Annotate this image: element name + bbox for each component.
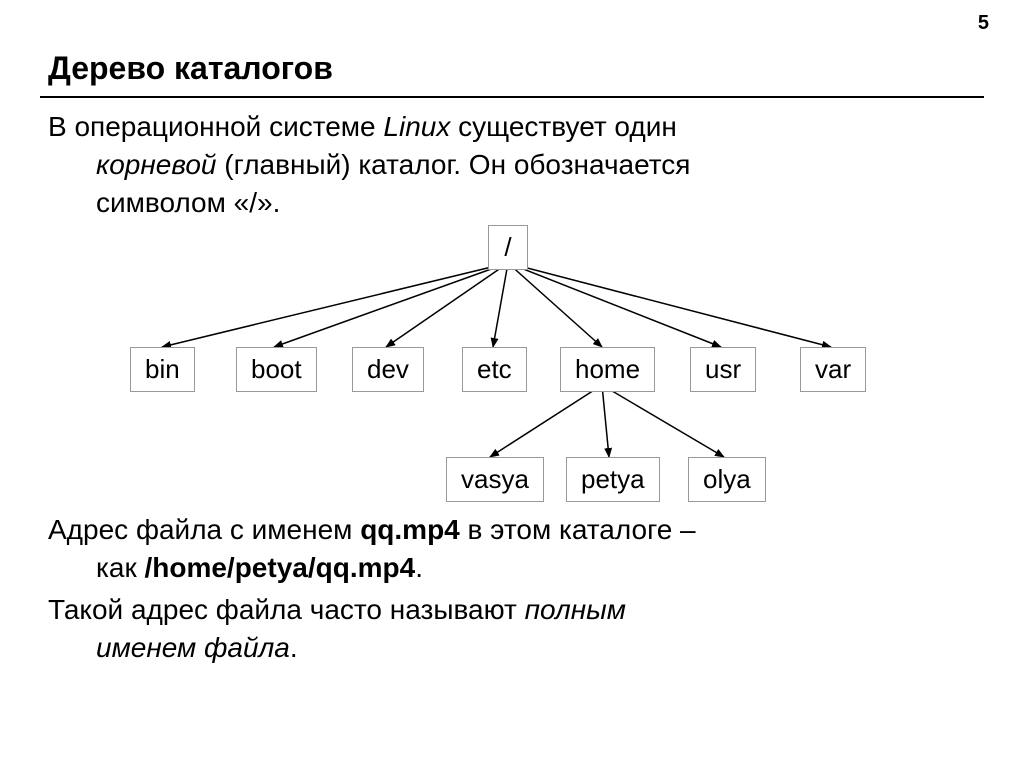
heading-rule [40,96,984,98]
tree-edge [508,263,721,347]
text-filename: qq.mp4 [360,514,460,545]
text-path: /home/petya/qq.mp4 [144,552,415,583]
text-linux: Linux [383,111,450,142]
tree-edge [602,385,609,457]
text: как [96,552,144,583]
tree-edge [602,385,724,457]
page-number: 5 [978,12,989,35]
tree-node-olya: olya [688,457,766,502]
tree-node-home: home [560,347,655,392]
paragraph-2: Адрес файла с именем qq.mp4 в этом катал… [48,511,976,587]
tree-edge [490,385,602,457]
text-polnym: полным [525,594,626,625]
tree-edge [493,263,508,347]
text: . [415,552,423,583]
text: Такой адрес файла часто называют [48,594,525,625]
tree-node-etc: etc [462,347,527,392]
text: (главный) каталог. Он обозначается [217,149,691,180]
tree-node-dev: dev [352,347,424,392]
tree-node-root: / [488,225,528,270]
text-kornevoy: корневой [96,149,217,180]
text: Адрес файла с именем [48,514,360,545]
tree-edge [274,263,508,347]
tree-edge [386,263,508,347]
tree-node-bin: bin [130,347,195,392]
text: символом «/». [96,187,280,218]
tree-node-var: var [800,347,866,392]
tree-node-boot: boot [236,347,317,392]
page-title: Дерево каталогов [48,50,333,87]
directory-tree-diagram: / binbootdevetchomeusrvar vasya petya olya [40,225,968,505]
tree-node-petya: petya [566,457,660,502]
tree-edge [162,263,508,347]
text: существует один [450,111,677,142]
text: В операционной системе [48,111,383,142]
tree-node-vasya: vasya [446,457,544,502]
tree-node-usr: usr [690,347,756,392]
text-imenem-fayla: именем файла [96,632,290,663]
content-body: В операционной системе Linux существует … [48,108,976,671]
text: в этом каталоге – [460,514,696,545]
paragraph-3: Такой адрес файла часто называют полным … [48,591,976,667]
text: . [290,632,298,663]
tree-edge [508,263,831,347]
paragraph-1: В операционной системе Linux существует … [48,108,976,221]
